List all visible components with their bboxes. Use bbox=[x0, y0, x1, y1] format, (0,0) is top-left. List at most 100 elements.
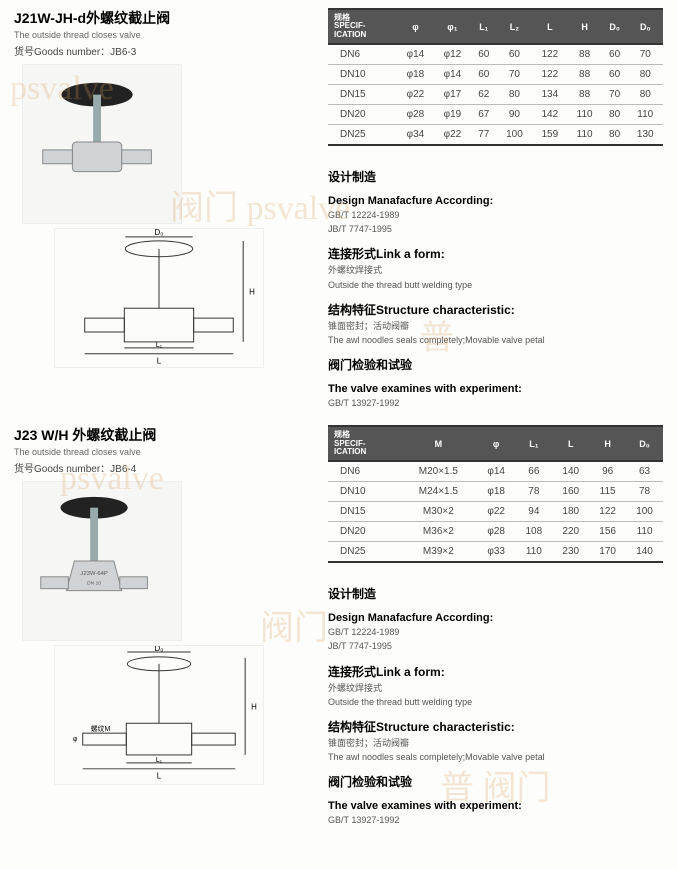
info-h3-en: Structure characteristic: bbox=[376, 303, 515, 317]
table-cell: 60 bbox=[497, 44, 532, 65]
table-cell: 78 bbox=[515, 482, 552, 502]
info-h2-en: Link a form: bbox=[376, 247, 445, 261]
info-h1-en: Design Manafacfure According: bbox=[328, 195, 493, 207]
table-cell: DN20 bbox=[328, 522, 400, 542]
table-cell: 67 bbox=[471, 105, 497, 125]
table-cell: φ19 bbox=[434, 105, 471, 125]
spec-col: H bbox=[589, 426, 626, 461]
info-h2-body-en: Outside the thread butt welding type bbox=[328, 696, 663, 708]
table-cell: φ33 bbox=[477, 542, 516, 563]
table-cell: 108 bbox=[515, 522, 552, 542]
table-cell: 110 bbox=[515, 542, 552, 563]
table-cell: 80 bbox=[602, 125, 628, 146]
table-cell: φ28 bbox=[397, 105, 434, 125]
table-cell: DN10 bbox=[328, 65, 397, 85]
table-row: DN15φ22φ176280134887080 bbox=[328, 85, 663, 105]
info-h4-cn: 阀门检验和试验 bbox=[328, 773, 663, 790]
table-cell: DN15 bbox=[328, 502, 400, 522]
info-h2-body-cn: 外螺纹焊接式 bbox=[328, 682, 663, 694]
info-h2-cn: 连接形式 bbox=[328, 665, 376, 679]
table-cell: φ18 bbox=[397, 65, 434, 85]
table-cell: 110 bbox=[568, 125, 602, 146]
table-cell: M30×2 bbox=[400, 502, 477, 522]
goods-number: JB6-4 bbox=[110, 464, 136, 475]
info-h1-body2: JB/T 7747-1995 bbox=[328, 223, 663, 235]
table-cell: φ14 bbox=[477, 461, 516, 482]
info-h1-body1: GB/T 12224-1989 bbox=[328, 209, 663, 221]
table-cell: 63 bbox=[626, 461, 663, 482]
table-cell: 122 bbox=[532, 65, 567, 85]
info-h2-body-en: Outside the thread butt welding type bbox=[328, 279, 663, 291]
info-h1-cn: 设计制造 bbox=[328, 170, 376, 184]
table-cell: DN6 bbox=[328, 44, 397, 65]
table-cell: 159 bbox=[532, 125, 567, 146]
table-cell: 130 bbox=[628, 125, 663, 146]
table-cell: 80 bbox=[497, 85, 532, 105]
info-h3-body-cn: 锥面密封；活动阀瓣 bbox=[328, 320, 663, 332]
info-h4-body: GB/T 13927-1992 bbox=[328, 397, 663, 409]
table-row: DN25φ34φ227710015911080130 bbox=[328, 125, 663, 146]
product2-photo: J23W-64P DN 10 bbox=[22, 481, 182, 641]
table-cell: φ14 bbox=[434, 65, 471, 85]
table-cell: φ14 bbox=[397, 44, 434, 65]
svg-text:H: H bbox=[251, 703, 257, 712]
table-cell: 110 bbox=[568, 105, 602, 125]
info-h1-cn: 设计制造 bbox=[328, 587, 376, 601]
table-cell: φ28 bbox=[477, 522, 516, 542]
product2-diagram: D₀ H L L₁ 螺纹M φ bbox=[54, 645, 264, 785]
table-cell: 230 bbox=[552, 542, 589, 563]
product1-subtitle: The outside thread closes valve bbox=[14, 30, 314, 40]
goods-label: 货号Goods number： bbox=[14, 47, 110, 58]
table-cell: 134 bbox=[532, 85, 567, 105]
table-cell: 110 bbox=[626, 522, 663, 542]
table-cell: 62 bbox=[471, 85, 497, 105]
info-h3-body-cn: 锥面密封；活动阀瓣 bbox=[328, 737, 663, 749]
info-h2-en: Link a form: bbox=[376, 665, 445, 679]
spec-col: L bbox=[552, 426, 589, 461]
info-h3-en: Structure characteristic: bbox=[376, 720, 515, 734]
spec-col: D₀ bbox=[602, 9, 628, 44]
spec-col: L bbox=[532, 9, 567, 44]
table-cell: M20×1.5 bbox=[400, 461, 477, 482]
svg-text:L₁: L₁ bbox=[156, 757, 163, 764]
table-cell: 70 bbox=[628, 44, 663, 65]
table-cell: 60 bbox=[602, 44, 628, 65]
spec-col: M bbox=[400, 426, 477, 461]
svg-text:D₀: D₀ bbox=[154, 229, 163, 237]
table-row: DN20M36×2φ28108220156110 bbox=[328, 522, 663, 542]
table-cell: 80 bbox=[602, 105, 628, 125]
goods-number: JB6-3 bbox=[110, 47, 136, 58]
svg-text:φ: φ bbox=[73, 736, 78, 743]
table-row: DN10M24×1.5φ187816011578 bbox=[328, 482, 663, 502]
table-row: DN20φ28φ19679014211080110 bbox=[328, 105, 663, 125]
svg-text:L₁: L₁ bbox=[156, 342, 163, 349]
table-cell: 66 bbox=[515, 461, 552, 482]
table-cell: 100 bbox=[626, 502, 663, 522]
info-h1-body2: JB/T 7747-1995 bbox=[328, 640, 663, 652]
svg-text:螺纹M: 螺纹M bbox=[91, 724, 111, 733]
table-cell: 80 bbox=[628, 85, 663, 105]
table-row: DN25M39×2φ33110230170140 bbox=[328, 542, 663, 563]
table-cell: M24×1.5 bbox=[400, 482, 477, 502]
spec-col: φ bbox=[477, 426, 516, 461]
spec-header-label: 规格SPECIF-ICATION bbox=[328, 9, 397, 44]
info-h3-body-en: The awl noodles seals completely;Movable… bbox=[328, 751, 663, 763]
info-h2-cn: 连接形式 bbox=[328, 247, 376, 261]
product2-info: 设计制造 Design Manafacfure According: GB/T … bbox=[328, 585, 663, 826]
info-h3-cn: 结构特征 bbox=[328, 720, 376, 734]
table-cell: φ12 bbox=[434, 44, 471, 65]
table-cell: 115 bbox=[589, 482, 626, 502]
svg-text:DN 10: DN 10 bbox=[87, 581, 101, 587]
info-h4-en: The valve examines with experiment: bbox=[328, 800, 663, 812]
table-cell: 180 bbox=[552, 502, 589, 522]
table-cell: φ22 bbox=[477, 502, 516, 522]
table-cell: DN15 bbox=[328, 85, 397, 105]
product1-goods: 货号Goods number：JB6-3 bbox=[14, 43, 314, 58]
product1-spec-table: 规格SPECIF-ICATIONφφ₁L₁L₂LHD₀D₀ DN6φ14φ126… bbox=[328, 8, 663, 146]
info-h1-en: Design Manafacfure According: bbox=[328, 612, 493, 624]
product1-diagram: D₀ H L L₁ bbox=[54, 228, 264, 368]
table-cell: 88 bbox=[568, 65, 602, 85]
table-cell: 122 bbox=[532, 44, 567, 65]
info-h2-body-cn: 外螺纹焊接式 bbox=[328, 264, 663, 276]
table-cell: 78 bbox=[626, 482, 663, 502]
